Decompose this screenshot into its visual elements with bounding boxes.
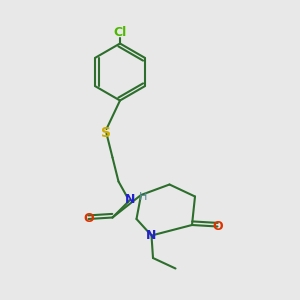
Text: Cl: Cl (113, 26, 127, 40)
Text: S: S (101, 127, 112, 140)
Text: O: O (212, 220, 223, 233)
Text: H: H (139, 191, 147, 202)
Text: N: N (125, 193, 136, 206)
Text: O: O (83, 212, 94, 226)
Text: N: N (146, 229, 157, 242)
